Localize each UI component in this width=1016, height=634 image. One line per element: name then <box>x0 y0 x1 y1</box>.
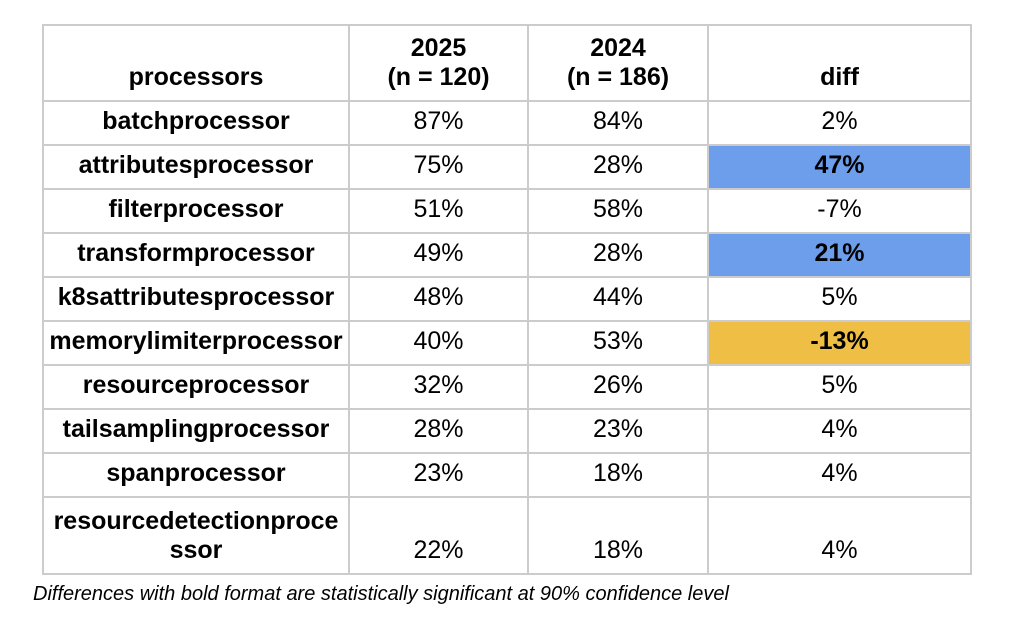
value-2024-cell: 28% <box>527 232 709 278</box>
value-diff-cell-highlighted: 47% <box>707 144 972 190</box>
header-row: processors 2025 (n = 120) 2024 (n = 186)… <box>42 24 972 102</box>
value-2024-cell: 58% <box>527 188 709 234</box>
header-2025: 2025 (n = 120) <box>348 24 529 102</box>
table-row: transformprocessor 49% 28% 21% <box>42 232 972 278</box>
processor-name-cell: tailsamplingprocessor <box>42 408 350 454</box>
processor-name-cell: filterprocessor <box>42 188 350 234</box>
value-2024-cell: 53% <box>527 320 709 366</box>
value-2025-cell: 28% <box>348 408 529 454</box>
value-diff-cell: 5% <box>707 276 972 322</box>
header-2024: 2024 (n = 186) <box>527 24 709 102</box>
table-row: memorylimiterprocessor 40% 53% -13% <box>42 320 972 366</box>
value-diff-cell: 5% <box>707 364 972 410</box>
value-2024-cell: 18% <box>527 496 709 575</box>
value-2025-cell: 32% <box>348 364 529 410</box>
value-2025-cell: 22% <box>348 496 529 575</box>
value-diff-cell: 4% <box>707 408 972 454</box>
processors-comparison-table: processors 2025 (n = 120) 2024 (n = 186)… <box>42 24 972 575</box>
value-2025-cell: 75% <box>348 144 529 190</box>
header-2024-year: 2024 <box>590 34 646 62</box>
header-2025-n: (n = 120) <box>387 63 490 91</box>
header-2024-n: (n = 186) <box>566 63 670 91</box>
table-row: attributesprocessor 75% 28% 47% <box>42 144 972 190</box>
processor-name-cell: resourceprocessor <box>42 364 350 410</box>
value-diff-cell-highlighted: -13% <box>707 320 972 366</box>
value-2024-cell: 44% <box>527 276 709 322</box>
value-diff-cell: -7% <box>707 188 972 234</box>
header-2025-year: 2025 <box>410 34 467 62</box>
processor-name-cell: transformprocessor <box>42 232 350 278</box>
value-2025-cell: 40% <box>348 320 529 366</box>
value-2024-cell: 18% <box>527 452 709 498</box>
value-2025-cell: 23% <box>348 452 529 498</box>
table-row: filterprocessor 51% 58% -7% <box>42 188 972 234</box>
value-2024-cell: 28% <box>527 144 709 190</box>
value-2025-cell: 87% <box>348 100 529 146</box>
value-diff-cell-highlighted: 21% <box>707 232 972 278</box>
processor-name-cell: resourcedetectionprocessor <box>42 496 350 575</box>
value-2025-cell: 51% <box>348 188 529 234</box>
significance-footnote: Differences with bold format are statist… <box>33 583 729 605</box>
value-2024-cell: 23% <box>527 408 709 454</box>
table-row: batchprocessor 87% 84% 2% <box>42 100 972 146</box>
value-2024-cell: 84% <box>527 100 709 146</box>
value-diff-cell: 2% <box>707 100 972 146</box>
table-body: batchprocessor 87% 84% 2% attributesproc… <box>42 100 972 575</box>
processor-name-cell: memorylimiterprocessor <box>42 320 350 366</box>
header-diff: diff <box>707 24 972 102</box>
value-diff-cell: 4% <box>707 496 972 575</box>
value-2025-cell: 49% <box>348 232 529 278</box>
value-2025-cell: 48% <box>348 276 529 322</box>
table-row: tailsamplingprocessor 28% 23% 4% <box>42 408 972 454</box>
value-diff-cell: 4% <box>707 452 972 498</box>
processor-name-cell: spanprocessor <box>42 452 350 498</box>
header-processors-label: processors <box>128 63 264 91</box>
processor-name-cell: k8sattributesprocessor <box>42 276 350 322</box>
header-processors: processors <box>42 24 350 102</box>
table-row: spanprocessor 23% 18% 4% <box>42 452 972 498</box>
table-header: processors 2025 (n = 120) 2024 (n = 186)… <box>42 24 972 102</box>
value-2024-cell: 26% <box>527 364 709 410</box>
header-diff-label: diff <box>820 63 859 91</box>
processor-name-cell: batchprocessor <box>42 100 350 146</box>
processor-name-cell: attributesprocessor <box>42 144 350 190</box>
table-row: resourcedetectionprocessor 22% 18% 4% <box>42 496 972 575</box>
table-row: resourceprocessor 32% 26% 5% <box>42 364 972 410</box>
table-row: k8sattributesprocessor 48% 44% 5% <box>42 276 972 322</box>
